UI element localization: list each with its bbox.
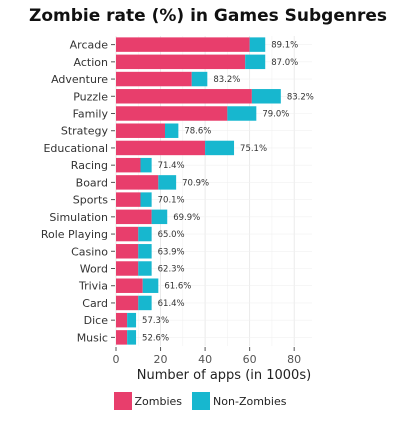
legend-item-zombies: Zombies xyxy=(113,392,183,410)
bar-zombies xyxy=(116,295,139,311)
bar-zombies xyxy=(116,192,141,207)
category-label: Card xyxy=(82,297,108,310)
legend-label-non-zombies: Non-Zombies xyxy=(213,394,287,408)
bar-zombies xyxy=(116,89,252,104)
category-label: Family xyxy=(73,108,109,121)
bar-zombies xyxy=(116,71,192,87)
rate-label: 71.4% xyxy=(158,161,185,171)
bar-zombies xyxy=(116,140,206,156)
category-label: Strategy xyxy=(61,125,109,138)
category-label: Board xyxy=(76,176,108,189)
rate-label: 57.3% xyxy=(142,316,169,326)
category-label: Action xyxy=(74,56,108,69)
rate-label: 78.6% xyxy=(184,127,211,137)
category-label: Racing xyxy=(71,159,108,172)
rate-label: 52.6% xyxy=(142,333,169,343)
category-label: Music xyxy=(77,331,108,344)
category-label: Dice xyxy=(84,314,109,327)
bar-zombies xyxy=(116,106,228,121)
bar-non-zombies xyxy=(142,278,159,293)
rate-label: 61.4% xyxy=(158,299,185,309)
bar-zombies xyxy=(116,157,141,173)
category-label: Trivia xyxy=(78,280,108,293)
rate-label: 75.1% xyxy=(240,144,267,154)
bar-non-zombies xyxy=(249,37,266,52)
bar-non-zombies xyxy=(138,226,152,242)
bar-non-zombies xyxy=(151,209,168,225)
category-label: Sports xyxy=(73,194,109,207)
bar-zombies xyxy=(116,175,159,190)
bar-zombies xyxy=(116,261,139,276)
category-label: Role Playing xyxy=(41,228,108,241)
bar-non-zombies xyxy=(158,175,177,190)
bar-non-zombies xyxy=(138,261,152,276)
rate-label: 70.9% xyxy=(182,178,209,188)
bar-zombies xyxy=(116,244,139,259)
category-label: Casino xyxy=(71,245,108,258)
bar-non-zombies xyxy=(227,106,257,121)
rate-label: 87.0% xyxy=(271,58,298,68)
bar-non-zombies xyxy=(205,140,235,156)
rate-label: 62.3% xyxy=(158,265,185,275)
x-tick-label: 0 xyxy=(113,353,120,366)
x-axis-label: Number of apps (in 1000s) xyxy=(137,368,311,383)
legend-swatch-non-zombies xyxy=(192,392,211,410)
category-label: Adventure xyxy=(51,73,108,86)
x-tick-label: 40 xyxy=(198,353,212,366)
rate-label: 61.6% xyxy=(164,282,191,292)
rate-label: 63.9% xyxy=(158,247,185,257)
x-tick-label: 60 xyxy=(243,353,257,366)
bar-zombies xyxy=(116,54,246,70)
rate-label: 89.1% xyxy=(271,41,298,51)
bar-non-zombies xyxy=(138,295,152,311)
category-label: Simulation xyxy=(49,211,108,224)
bar-zombies xyxy=(116,278,143,293)
rate-label: 69.9% xyxy=(173,213,200,223)
bar-non-zombies xyxy=(127,330,137,345)
rate-label: 65.0% xyxy=(158,230,185,240)
bar-non-zombies xyxy=(251,89,281,104)
bar-zombies xyxy=(116,123,165,138)
bar-non-zombies xyxy=(245,54,266,70)
rate-label: 79.0% xyxy=(262,110,289,120)
x-tick-label: 20 xyxy=(154,353,168,366)
rate-label: 83.2% xyxy=(287,92,314,102)
bar-zombies xyxy=(116,209,152,225)
x-tick-label: 80 xyxy=(287,353,301,366)
bar-non-zombies xyxy=(138,244,152,259)
legend-label-zombies: Zombies xyxy=(134,394,183,408)
bar-non-zombies xyxy=(140,192,152,207)
rate-label: 70.1% xyxy=(158,196,185,206)
category-label: Educational xyxy=(43,142,108,155)
bar-non-zombies xyxy=(140,157,152,173)
legend-item-non-zombies: Non-Zombies xyxy=(192,392,286,410)
category-label: Puzzle xyxy=(73,90,108,103)
chart-title: Zombie rate (%) in Games Subgenres xyxy=(29,6,387,26)
bar-chart: Arcade 89.1% Action 87.0% Adventure 83.2% Puzz… xyxy=(41,36,314,383)
legend-swatch-zombies xyxy=(113,392,132,410)
bar-zombies xyxy=(116,330,128,345)
bar-zombies xyxy=(116,312,128,328)
category-label: Word xyxy=(80,263,108,276)
plot-area xyxy=(116,36,312,346)
bar-non-zombies xyxy=(127,312,137,328)
rate-label: 83.2% xyxy=(213,75,240,85)
bar-zombies xyxy=(116,37,250,52)
category-label: Arcade xyxy=(70,39,109,52)
bar-non-zombies xyxy=(191,71,208,87)
bar-zombies xyxy=(116,226,139,242)
bar-non-zombies xyxy=(165,123,179,138)
legend: Zombies Non-Zombies xyxy=(0,392,400,410)
